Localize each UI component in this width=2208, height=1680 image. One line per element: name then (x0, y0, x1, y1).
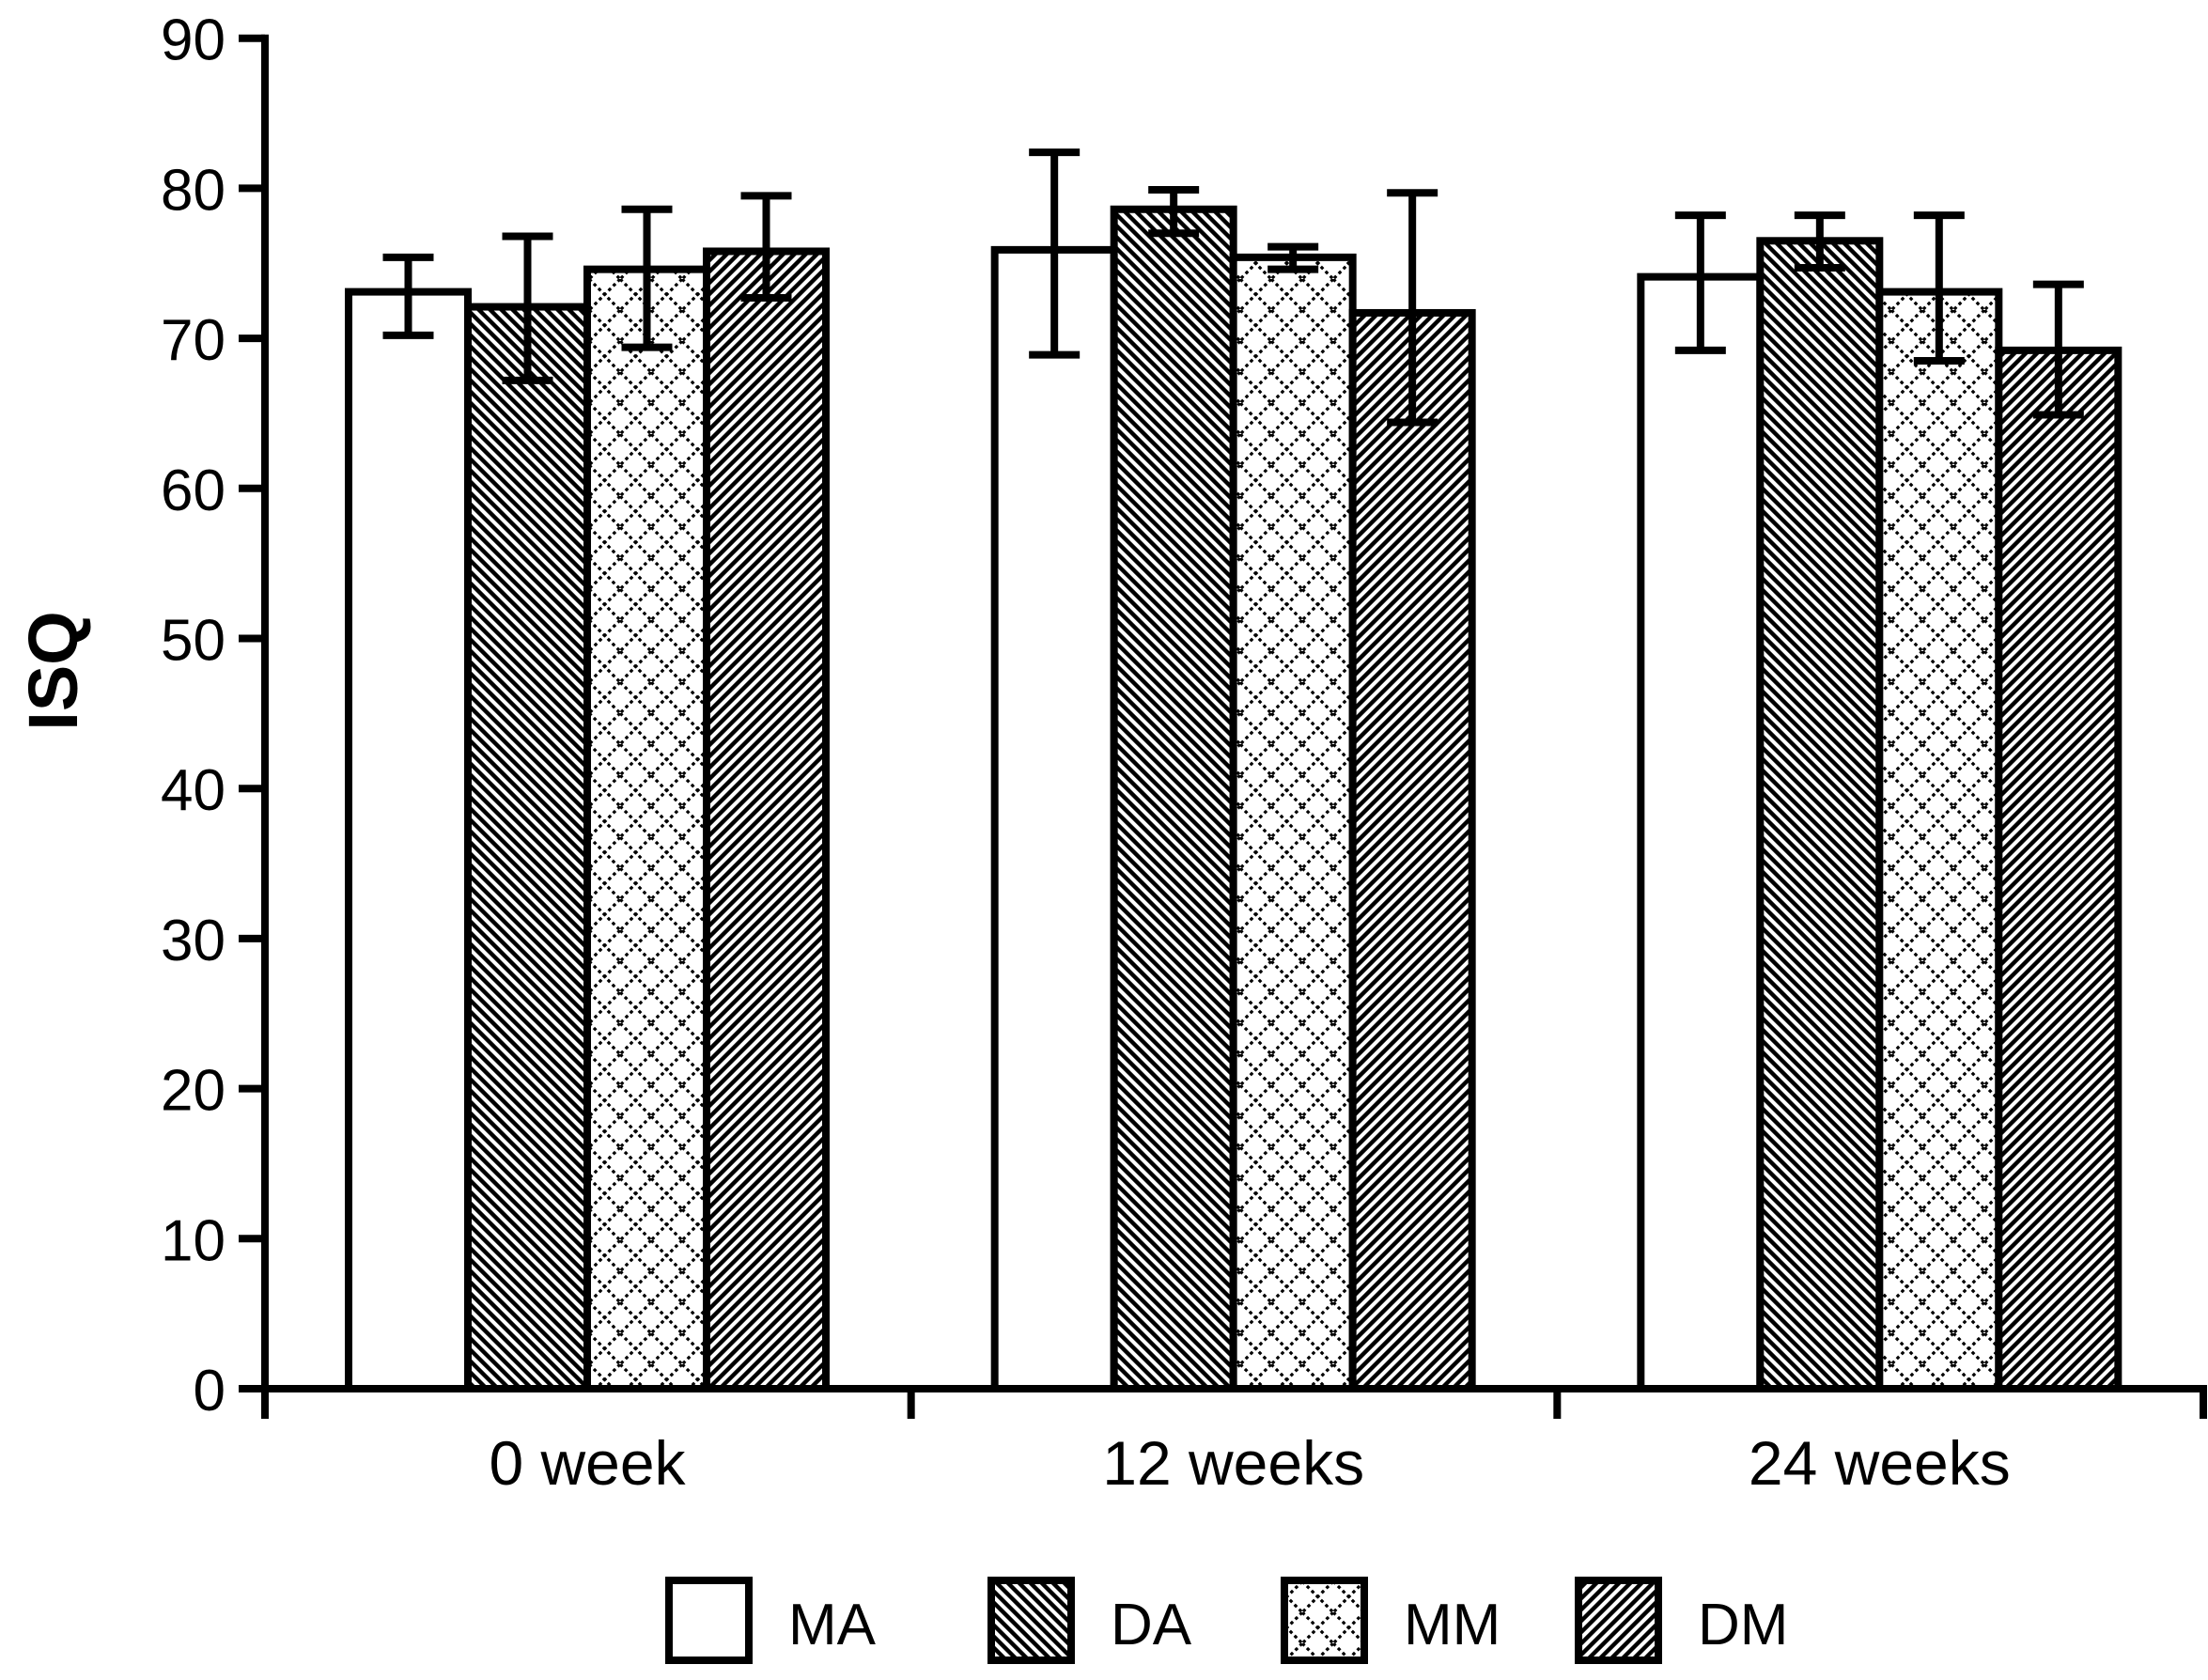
bar-mm-group1 (1229, 253, 1357, 1392)
error-bar-ma-group1 (1029, 148, 1081, 359)
bar-ma-group0 (345, 288, 472, 1392)
legend-item-mm: MM (1281, 1577, 1501, 1664)
bar-dm-group0 (703, 247, 830, 1392)
legend-swatch-ma-icon (665, 1577, 753, 1664)
legend-item-da: DA (987, 1577, 1192, 1664)
x-category-label: 12 weeks (1102, 1428, 1364, 1498)
bar-mm-group0 (583, 265, 710, 1393)
y-axis-tick-label: 0 (194, 1359, 225, 1423)
y-axis-tick-label: 70 (161, 308, 225, 373)
x-category-label: 0 week (489, 1428, 686, 1498)
y-axis-tick-label: 30 (161, 909, 225, 973)
bar-mm-group2 (1875, 288, 2003, 1392)
legend-item-dm: DM (1575, 1577, 1788, 1664)
error-bar-da-group2 (1794, 211, 1845, 272)
legend-swatch-dm-icon (1575, 1577, 1662, 1664)
legend-label-dm: DM (1698, 1593, 1788, 1657)
bar-ma-group1 (990, 245, 1118, 1393)
x-category-label: 24 weeks (1749, 1428, 2011, 1498)
error-bar-mm-group0 (621, 205, 673, 351)
error-bar-dm-group0 (740, 192, 792, 302)
bar-da-group0 (464, 303, 591, 1392)
y-axis-tick-label: 90 (161, 8, 225, 73)
legend-label-mm: MM (1404, 1593, 1501, 1657)
legend: MA DA MM DM (665, 1577, 1788, 1664)
bar-ma-group2 (1637, 272, 1765, 1392)
legend-swatch-mm-icon (1281, 1577, 1368, 1664)
y-axis-tick-label: 60 (161, 459, 225, 523)
error-bar-ma-group2 (1674, 211, 1726, 354)
error-bar-mm-group2 (1913, 211, 1965, 366)
error-bar-dm-group1 (1387, 189, 1438, 427)
legend-label-ma: MA (788, 1593, 877, 1657)
legend-label-da: DA (1111, 1593, 1192, 1657)
legend-item-ma: MA (665, 1577, 877, 1664)
error-bar-ma-group0 (382, 253, 434, 339)
bar-da-group1 (1110, 205, 1237, 1392)
y-axis-tick-label: 80 (161, 158, 225, 223)
bar-dm-group2 (1995, 346, 2122, 1393)
bar-dm-group1 (1348, 308, 1476, 1392)
y-axis-tick-label: 40 (161, 758, 225, 823)
error-bar-da-group0 (502, 232, 553, 384)
bar-da-group2 (1756, 237, 1884, 1392)
error-bar-mm-group1 (1267, 242, 1319, 273)
legend-swatch-da-icon (987, 1577, 1075, 1664)
error-bar-da-group1 (1148, 185, 1200, 238)
y-axis-title: ISQ (14, 611, 92, 730)
plot-area: 0 10 20 30 40 50 60 70 80 90 0 week 12 weeks 24 week… (161, 8, 2207, 1664)
y-axis-tick-label: 10 (161, 1208, 225, 1273)
y-axis-tick-label: 20 (161, 1059, 225, 1124)
error-bar-dm-group2 (2032, 280, 2084, 419)
y-axis-tick-label: 50 (161, 609, 225, 674)
